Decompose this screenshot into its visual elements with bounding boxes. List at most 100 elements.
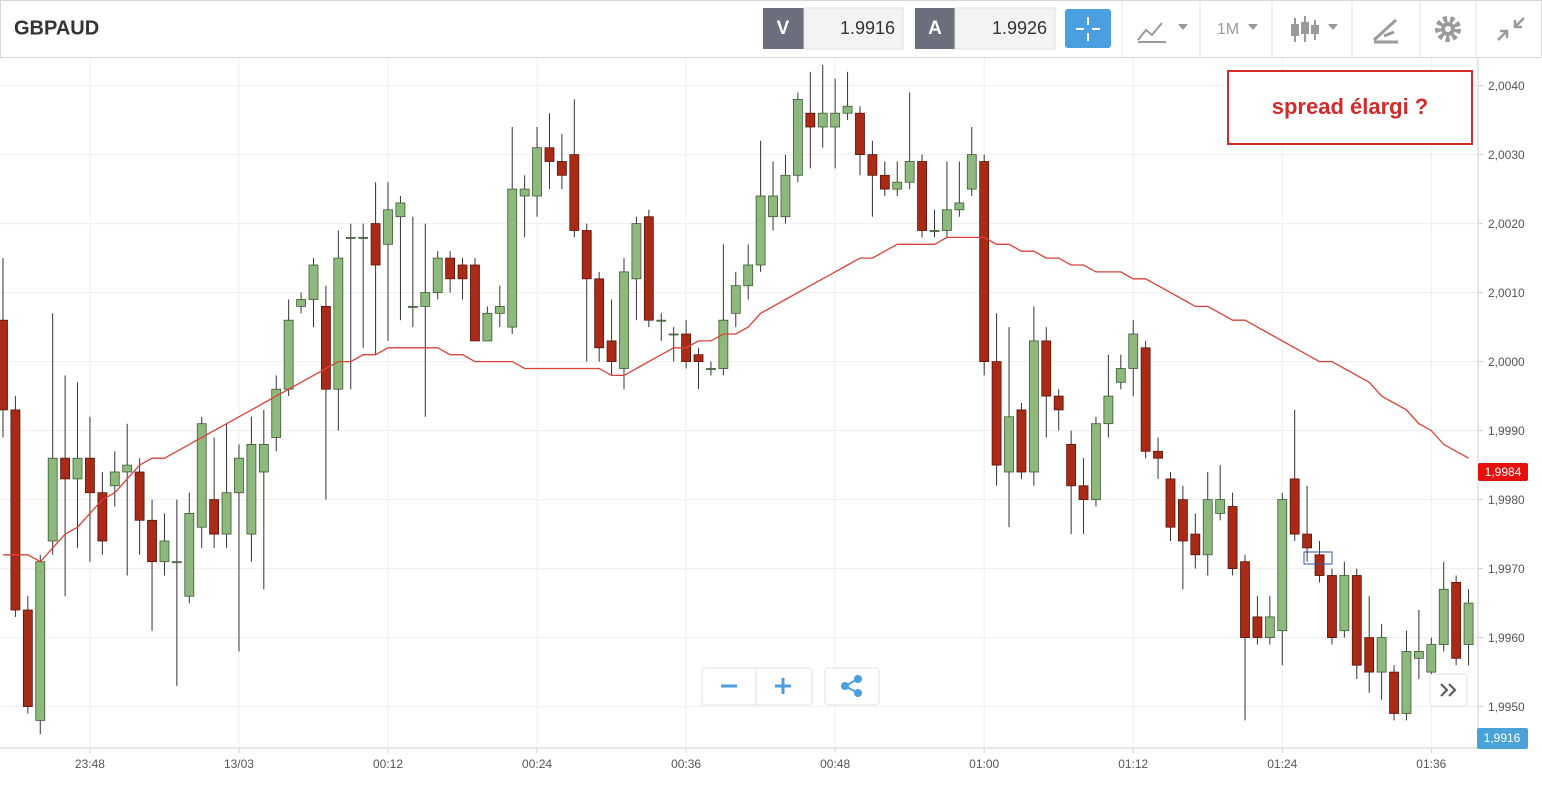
candle-body-up [1426,644,1437,673]
share-icon-dot [854,675,862,683]
cursor-marker [1303,551,1333,565]
candle-body-up [234,457,244,494]
candle-body-up [1463,602,1474,645]
share-button[interactable] [824,667,880,706]
settings-icon-hole [1445,26,1451,32]
candle-body-up [507,188,518,328]
candle-body-down [457,264,468,280]
candle-body-up [420,292,431,307]
ask-badge[interactable] [915,8,955,49]
annotation-box [1227,70,1473,145]
candle-body-down [1053,395,1064,411]
bid-price: 1.9916 [840,18,895,38]
bid-label: V [777,18,790,39]
candle-body-down [445,257,456,280]
candle-body-up [221,492,232,535]
candle-body-down [1153,450,1163,459]
x-tick-label: 23:48 [75,757,105,771]
x-tick-label: 01:36 [1416,757,1446,771]
candle-body-down [855,112,865,155]
x-tick-label: 13/03 [224,757,254,771]
ask-label: A [928,18,942,39]
candle-body-down [594,278,605,349]
settings-icon[interactable] [1435,16,1461,42]
candle-body-down [1240,561,1250,639]
scroll-end-button[interactable] [1429,673,1468,707]
zoom-in[interactable] [775,678,791,694]
candle-body-down [470,264,480,342]
candle-body-down [134,471,145,521]
candle-body-down [1066,443,1077,487]
candle-body-up [1376,637,1387,673]
bid-badge[interactable] [763,8,804,49]
candle-body-down [979,161,990,363]
x-tick-label: 00:24 [522,757,552,771]
candle-body-up [109,471,120,487]
candle-body-up [432,257,443,294]
candle-icon-body [1301,22,1309,34]
candle-icon-body [1291,24,1299,36]
candle-body-up [1028,340,1039,473]
candle-body-up [35,561,46,721]
y-tick-label: 1,9980 [1488,493,1525,507]
candle-body-up [296,299,306,307]
candle-body-up [72,457,83,480]
candle-body-up [532,147,542,197]
dropdown-arrow [1178,24,1188,30]
candle-body-down [581,230,592,280]
candle-body-down [10,409,21,611]
plot: 2,0040 2,0030 2,0020 2,0010 2,0000 1,9990 1,99… [0,58,1528,771]
ma-tag [1478,463,1528,481]
candle-body-up [333,257,344,390]
candle-body-down [693,354,704,363]
candle-body-up [706,368,716,370]
candle-body-up [1115,368,1126,383]
candle-body-up [730,285,741,314]
candle-body-down [1327,575,1337,638]
candle-body-up [929,230,940,232]
candle-body-down [1016,409,1027,473]
x-tick-label: 01:24 [1267,757,1297,771]
collapse-icon[interactable] [1497,17,1525,41]
candle-body-up [1091,423,1101,501]
candle-body-up [904,161,915,183]
crosshair-button[interactable] [1065,9,1111,48]
candle-body-up [494,305,505,314]
candle-body-up [1413,651,1424,659]
candle-body-up [1438,588,1449,645]
candle-body-down [321,305,331,390]
candle-body-down [1289,478,1300,535]
candle-body-up [842,105,853,114]
ask-box[interactable] [954,7,1056,50]
candle-body-up [768,195,778,218]
candle-body-up [817,112,828,128]
x-tick-label: 01:12 [1118,757,1148,771]
bid-box[interactable] [803,7,904,50]
price-tag [1477,728,1528,749]
candle-body-up [196,423,207,528]
candle-body-down [0,319,8,411]
chart-type-icon[interactable] [1137,22,1166,43]
candle-body-up [619,271,629,369]
candle-body-up [718,319,729,369]
dropdown-arrow [1248,24,1258,30]
timeframe[interactable]: 1M [1217,21,1239,38]
candle-body-up [942,209,952,231]
y-tick-label: 1,9960 [1488,631,1525,645]
candle-body-up [283,319,294,390]
drawing-icon[interactable] [1372,18,1398,44]
candle-body-down [1041,340,1052,397]
candle-body-up [1215,499,1226,514]
candle-body-down [60,457,70,480]
candle-body-down [1165,478,1176,528]
candle-body-down [1178,499,1188,542]
candle-body-down [1078,485,1089,500]
candle-body-up [159,540,170,563]
candle-body-down [917,161,927,231]
candle-body-up [395,202,406,218]
candle-body-up [1202,499,1213,556]
candle-body-down [1252,616,1263,639]
candle-body-up [1339,575,1350,632]
